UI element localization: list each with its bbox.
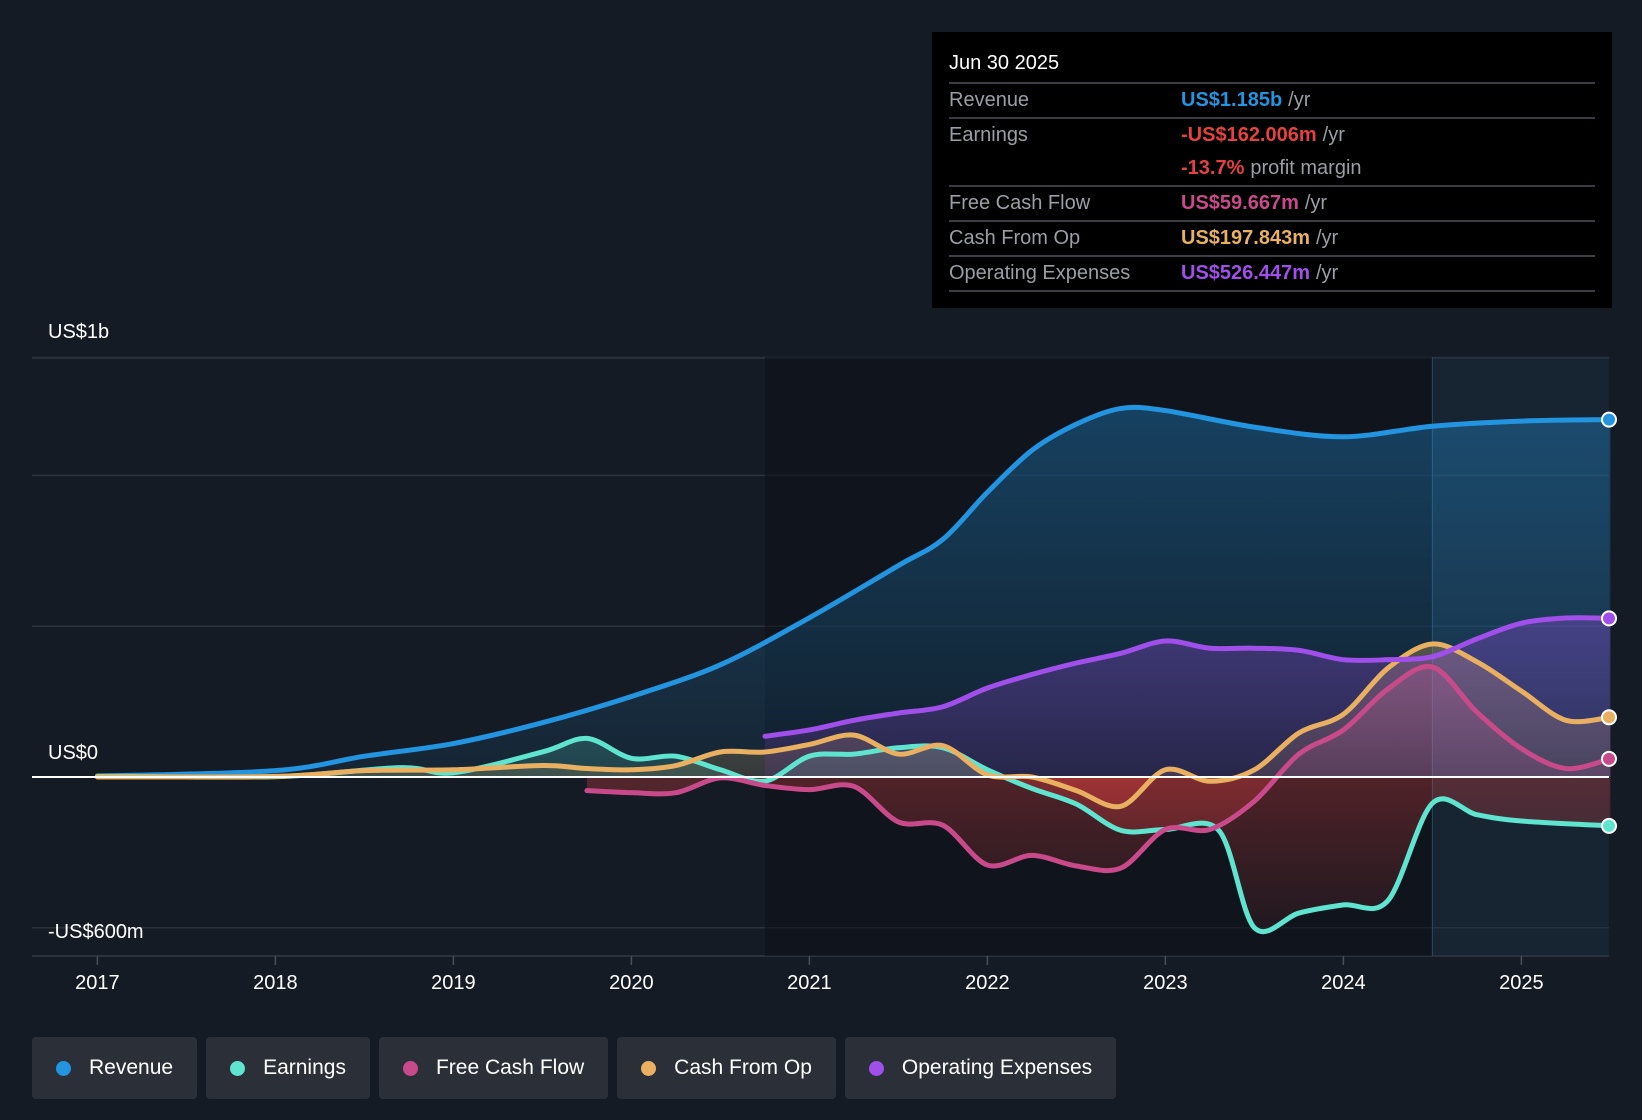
- tooltip-unit: /yr: [1322, 124, 1345, 146]
- operating-expenses-endpoint-marker[interactable]: [1601, 610, 1617, 627]
- x-tick-label: 2017: [75, 972, 120, 994]
- tooltip-label: Earnings: [949, 124, 1028, 146]
- free-cash-flow-line: [584, 663, 1613, 874]
- revenue-endpoint-marker[interactable]: [1601, 411, 1617, 428]
- x-tick-label: 2025: [1499, 972, 1544, 994]
- earnings-endpoint-marker[interactable]: [1601, 817, 1617, 834]
- tooltip-value: US$197.843m: [1181, 227, 1310, 249]
- legend-label: Earnings: [263, 1056, 346, 1079]
- legend-dot-icon: [230, 1060, 246, 1076]
- x-tick-label: 2024: [1321, 972, 1366, 994]
- legend-dot-icon: [402, 1060, 418, 1076]
- legend-label: Free Cash Flow: [435, 1056, 585, 1079]
- tooltip-unit: /yr: [1304, 192, 1328, 214]
- tooltip-unit: /yr: [1315, 262, 1339, 284]
- tooltip-row: Earnings -US$162.006m/yr: [949, 119, 1595, 152]
- x-tick-label: 2023: [1143, 972, 1188, 994]
- y-tick-label-zero: US$0: [48, 742, 99, 764]
- legend-label: Revenue: [89, 1056, 174, 1079]
- legend-item-cash-from-op[interactable]: Cash From Op: [617, 1037, 836, 1099]
- tooltip-value: -13.7%: [1181, 157, 1245, 179]
- tooltip: Jun 30 2025 Revenue US$1.185b/yr Earnings -…: [932, 32, 1612, 308]
- tooltip-value: -US$162.006m: [1181, 124, 1317, 146]
- x-tick-label: 2018: [253, 972, 298, 994]
- x-tick-label: 2020: [609, 972, 654, 994]
- y-tick-label-bottom: -US$600m: [48, 921, 144, 943]
- legend-dot-icon: [868, 1060, 884, 1076]
- cash-from-op-endpoint-marker[interactable]: [1601, 709, 1617, 726]
- legend-item-revenue[interactable]: Revenue: [32, 1037, 198, 1099]
- tooltip-unit: profit margin: [1250, 157, 1362, 179]
- x-tick-label: 2021: [787, 972, 832, 994]
- tooltip-row: Revenue US$1.185b/yr: [949, 84, 1595, 119]
- tooltip-label: Operating Expenses: [949, 262, 1131, 284]
- revenue-line: [94, 404, 1613, 779]
- cash-from-op-line: [94, 641, 1613, 810]
- operating-expenses-area: [764, 617, 1611, 777]
- y-tick-label-top: US$1b: [48, 321, 110, 343]
- tooltip-unit: /yr: [1288, 89, 1311, 111]
- free-cash-flow-endpoint-marker[interactable]: [1601, 750, 1617, 767]
- x-tick-label: 2019: [431, 972, 476, 994]
- x-tick-label: 2022: [965, 972, 1010, 994]
- tooltip-row: Cash From Op US$197.843m/yr: [949, 222, 1595, 257]
- tooltip-label: [949, 152, 1181, 185]
- tooltip-label: Free Cash Flow: [949, 192, 1091, 214]
- legend-label: Operating Expenses: [901, 1056, 1093, 1079]
- tooltip-row: -13.7% profit margin: [949, 152, 1595, 187]
- tooltip-row: Operating Expenses US$526.447m/yr: [949, 257, 1595, 292]
- legend-item-free-cash-flow[interactable]: Free Cash Flow: [378, 1037, 609, 1099]
- tooltip-label: Cash From Op: [949, 227, 1081, 249]
- legend-label: Cash From Op: [674, 1056, 812, 1079]
- tooltip-row: Free Cash Flow US$59.667m/yr: [949, 187, 1595, 222]
- legend-item-operating-expenses[interactable]: Operating Expenses: [844, 1037, 1117, 1099]
- legend-item-earnings[interactable]: Earnings: [206, 1037, 370, 1099]
- tooltip-label: Revenue: [949, 89, 1030, 111]
- tooltip-value: US$526.447m: [1181, 262, 1310, 284]
- legend-dot-icon: [641, 1060, 657, 1076]
- tooltip-unit: /yr: [1315, 227, 1339, 249]
- tooltip-value: US$1.185b: [1181, 89, 1283, 111]
- tooltip-value: US$59.667m: [1181, 192, 1299, 214]
- operating-expenses-line: [762, 615, 1613, 739]
- tooltip-date: Jun 30 2025: [949, 48, 1595, 84]
- legend-dot-icon: [56, 1060, 71, 1076]
- legend: Revenue Earnings Free Cash Flow Cash From O…: [32, 1037, 1117, 1099]
